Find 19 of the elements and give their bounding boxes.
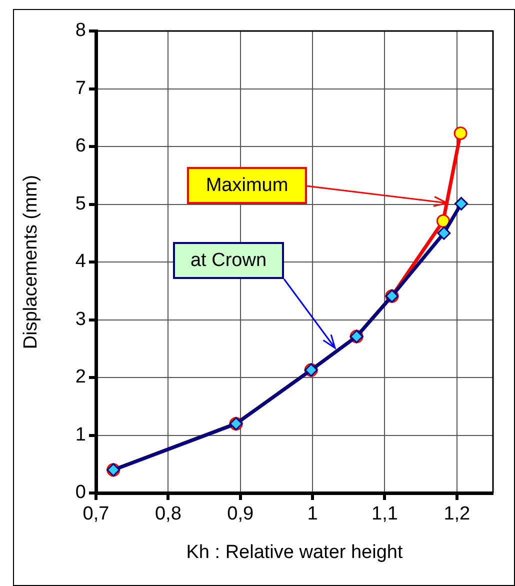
y-tick-label: 1 [75, 424, 86, 446]
y-tick-label: 7 [75, 78, 86, 99]
y-tick-label: 2 [75, 366, 86, 388]
x-tick-label: 1 [307, 504, 318, 525]
y-tick-label: 0 [75, 482, 86, 504]
y-tick-label: 6 [75, 136, 86, 157]
text: at Crown [173, 242, 284, 279]
y-tick-label: 5 [75, 193, 86, 214]
x-tick-label: 1,2 [444, 504, 470, 525]
y-tick-label: 4 [75, 251, 86, 272]
y-tick-label: 3 [75, 308, 86, 330]
x-axis-title: Kh : Relative water height [186, 542, 404, 563]
x-tick-label: 0,8 [154, 504, 182, 525]
x-tick-label: 0,7 [82, 504, 110, 525]
x-tick-label: 1,1 [372, 504, 398, 525]
y-tick-label: 8 [75, 20, 86, 42]
y-axis-title: Displacements (mm) [20, 174, 42, 350]
x-tick-label: 0,9 [227, 504, 254, 525]
text: Maximum [187, 167, 307, 204]
